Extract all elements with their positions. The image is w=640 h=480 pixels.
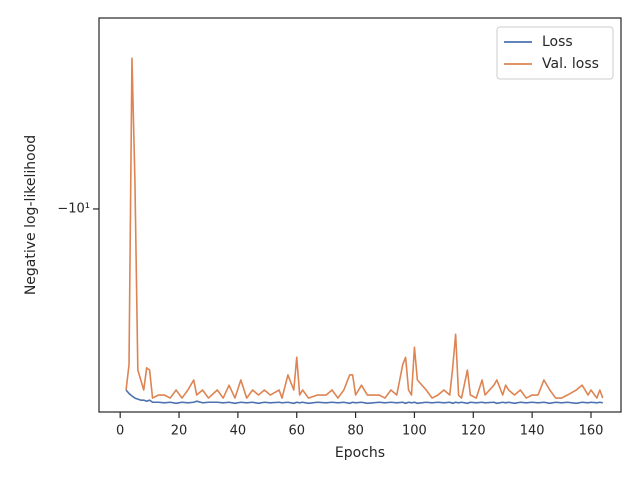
legend-box	[496, 26, 614, 80]
x-tick-label: 140	[520, 424, 545, 439]
series-line	[125, 389, 603, 405]
legend-label: Loss	[542, 34, 573, 50]
y-tick-label: −10¹	[57, 201, 90, 216]
x-tick-label: 0	[116, 424, 124, 439]
x-tick-label: 40	[230, 424, 247, 439]
legend-label: Val. loss	[542, 56, 599, 72]
series-line	[125, 57, 604, 399]
x-tick-label: 20	[171, 424, 188, 439]
x-tick-label: 100	[402, 424, 427, 439]
y-axis-label: Negative log-likelihood	[23, 135, 39, 295]
plot-frame	[98, 17, 622, 413]
x-tick-label: 120	[461, 424, 486, 439]
x-tick-label: 80	[347, 424, 364, 439]
legend: Loss Val. loss	[496, 26, 614, 80]
x-tick-label: 60	[288, 424, 305, 439]
x-tick-label: 160	[579, 424, 604, 439]
x-axis-label: Epochs	[335, 445, 385, 461]
